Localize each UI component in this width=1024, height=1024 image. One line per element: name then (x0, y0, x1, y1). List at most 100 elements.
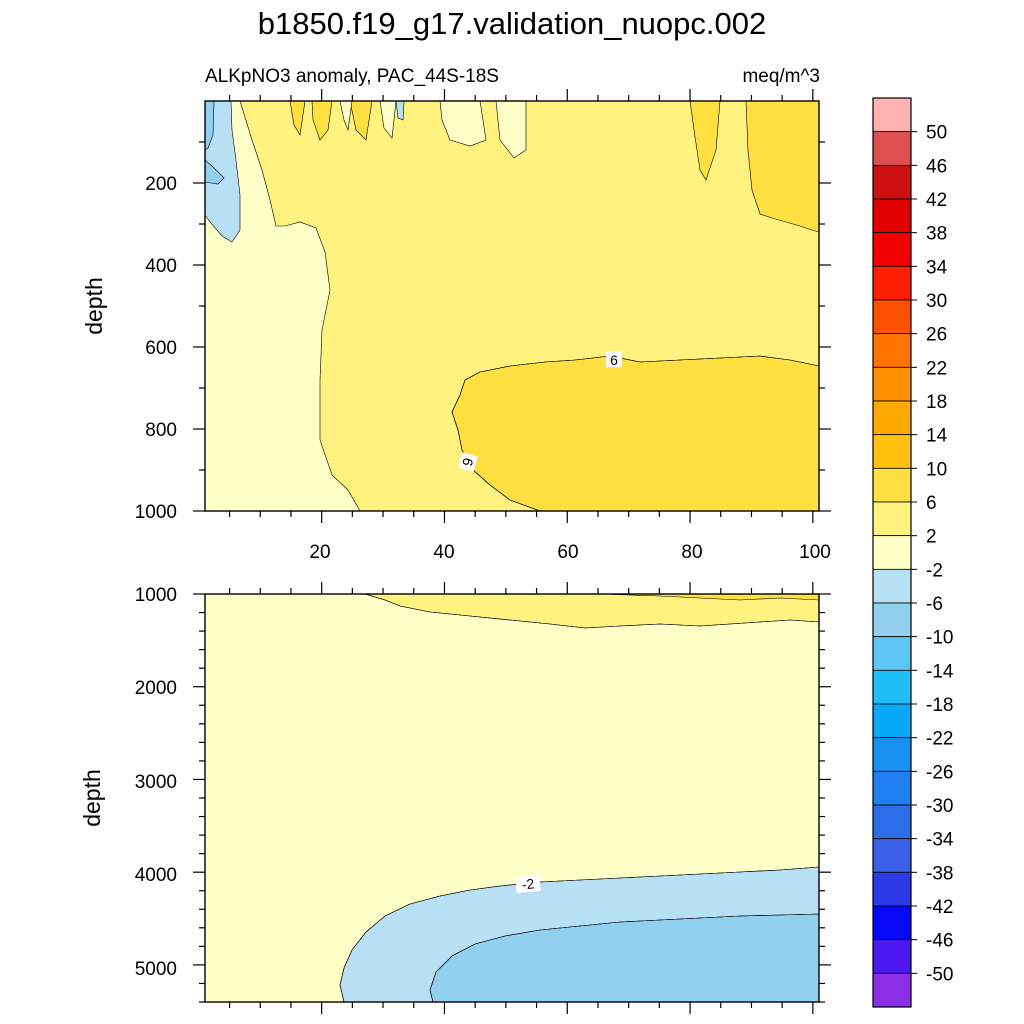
colorbar-label: 14 (926, 426, 948, 447)
upper-streak-4 (689, 101, 721, 181)
upper-fill-neg2-2-west (205, 101, 361, 511)
colorbar-label: 26 (926, 325, 947, 346)
lower-y-tick-4000: 4000 (135, 865, 177, 886)
lower-contour-label-1: -2 (521, 875, 535, 892)
colorbar-swatch (872, 366, 912, 402)
upper-y-tick-400: 400 (145, 256, 177, 277)
lower-contour-neg6 (429, 913, 819, 1002)
colorbar-label: 30 (926, 291, 947, 312)
colorbar-swatch (872, 467, 912, 503)
lower-y-axis-label: depth (79, 769, 105, 827)
upper-panel: 6 6 200 400 600 800 1000 20 40 60 80 100… (81, 89, 831, 563)
colorbar-swatch (872, 636, 912, 671)
upper-streak-6 (379, 101, 397, 139)
colorbar-swatch (872, 804, 912, 840)
colorbar-label: -6 (926, 594, 943, 615)
upper-streak-9 (395, 101, 405, 121)
colorbar-label: -10 (926, 628, 953, 649)
lower-contour-neg2 (339, 866, 819, 1002)
colorbar-label: 22 (926, 358, 947, 379)
colorbar-swatch (872, 400, 912, 436)
lower-y-tick-3000: 3000 (135, 772, 177, 793)
colorbar-swatch (872, 131, 912, 166)
upper-y-tick-800: 800 (145, 420, 177, 441)
chart-subtitle-units: meq/m^3 (742, 66, 820, 87)
upper-x-tick-60: 60 (557, 542, 578, 563)
lower-y-tick-2000: 2000 (135, 678, 177, 699)
colorbar-swatch (872, 939, 912, 974)
colorbar-swatch (872, 669, 912, 705)
colorbar-label: 6 (926, 493, 937, 514)
colorbar-label: -14 (926, 661, 954, 682)
upper-contour-label-2: 6 (459, 456, 477, 468)
colorbar-label: -34 (926, 830, 954, 851)
colorbar-swatch (872, 535, 912, 570)
colorbar-label: 2 (926, 527, 937, 548)
colorbar-swatch (872, 97, 912, 133)
colorbar-label: -2 (926, 560, 943, 581)
colorbar-frame (872, 97, 912, 1008)
colorbar-label: -30 (926, 796, 953, 817)
lower-y-tick-1000: 1000 (135, 585, 177, 606)
colorbar-swatch (872, 333, 912, 368)
upper-y-tick-1000: 1000 (135, 502, 177, 523)
colorbar-swatch (872, 602, 912, 638)
chart-subtitle-left: ALKpNO3 anomaly, PAC_44S-18S (205, 66, 499, 87)
upper-fill-neg10-neg6 (205, 101, 215, 151)
upper-fill-6-10-lens (451, 355, 819, 511)
colorbar-swatch (872, 838, 912, 873)
upper-y-tick-600: 600 (145, 338, 177, 359)
upper-contour-label-bg-2 (458, 452, 478, 472)
upper-x-tick-100: 100 (799, 542, 831, 563)
colorbar-swatch (872, 871, 912, 907)
upper-fill-6-10-east (745, 101, 819, 233)
colorbar-label: 38 (926, 224, 947, 245)
colorbar-label: -46 (926, 931, 953, 952)
colorbar-label: 50 (926, 123, 947, 144)
upper-x-tick-40: 40 (433, 542, 454, 563)
upper-ticks (193, 89, 831, 523)
upper-contour-label-bg-1 (606, 351, 622, 367)
lower-fill-6-10 (599, 594, 819, 601)
colorbar: 50 46 42 38 34 30 26 22 18 14 10 6 2 -2 -6 -10 -14 -18 -22… (872, 97, 954, 1008)
colorbar-swatch (872, 232, 912, 267)
upper-streak-3 (349, 101, 373, 141)
upper-x-tick-20: 20 (309, 542, 330, 563)
colorbar-label: -18 (926, 695, 953, 716)
colorbar-swatch (872, 164, 912, 200)
chart-title: b1850.f19_g17.validation_nuopc.002 (258, 6, 767, 41)
upper-x-tick-80: 80 (681, 542, 702, 563)
upper-streak-2 (311, 101, 333, 141)
colorbar-swatch (872, 265, 912, 301)
upper-y-tick-200: 200 (145, 174, 177, 195)
upper-streak-1 (289, 101, 306, 136)
colorbar-swatch (872, 905, 912, 941)
lower-ticks (193, 582, 831, 1014)
colorbar-label: 10 (926, 459, 947, 480)
colorbar-swatch (872, 770, 912, 806)
upper-y-axis-label: depth (81, 277, 107, 335)
colorbar-swatch (872, 501, 912, 537)
lower-contour-label-bg (515, 874, 541, 894)
colorbar-swatch (872, 703, 912, 739)
colorbar-swatch (872, 434, 912, 469)
lower-contour-2 (364, 594, 819, 629)
colorbar-swatch (872, 198, 912, 234)
colorbar-label: -38 (926, 863, 953, 884)
upper-contour-label-1: 6 (610, 352, 618, 368)
colorbar-swatch (872, 972, 912, 1008)
colorbar-label: 42 (926, 190, 947, 211)
colorbar-label: -42 (926, 897, 953, 918)
colorbar-label: 18 (926, 392, 947, 413)
lower-panel: -2 1000 2000 3000 4000 5000 depth (79, 582, 831, 1014)
colorbar-label: -50 (926, 964, 953, 985)
colorbar-label: -26 (926, 762, 953, 783)
colorbar-label: -22 (926, 729, 953, 750)
upper-streak-5 (339, 101, 353, 132)
colorbar-swatch (872, 299, 912, 335)
lower-y-tick-5000: 5000 (135, 959, 177, 980)
colorbar-swatch (872, 568, 912, 604)
upper-streak-8 (495, 101, 527, 159)
colorbar-label: 46 (926, 156, 947, 177)
colorbar-label: 34 (926, 257, 948, 278)
